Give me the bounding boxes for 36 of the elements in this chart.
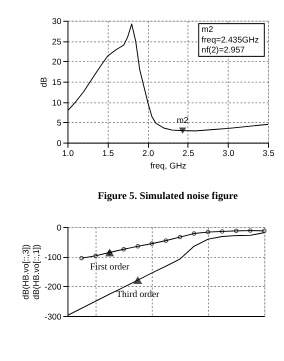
x-axis-title: freq, GHz	[150, 160, 186, 170]
y-tick-label: 15	[52, 76, 62, 87]
point	[136, 244, 140, 248]
caption: Figure 5. Simulated noise figure	[98, 190, 238, 202]
x-tick-label: 1.0	[62, 148, 74, 158]
point	[164, 238, 168, 243]
point	[234, 228, 238, 234]
x-tick-label: 1.5	[102, 148, 114, 158]
point	[178, 234, 182, 240]
point	[248, 228, 252, 233]
x-tick-label: 3.5	[262, 148, 275, 158]
x-tick-label: 3.0	[222, 148, 235, 158]
y-tick-label: 10	[52, 97, 62, 108]
x-tick-label: 2.0	[142, 148, 154, 158]
point	[122, 247, 126, 252]
point	[220, 229, 224, 234]
annotation: First order	[90, 262, 130, 272]
annotation: Third order	[116, 290, 160, 300]
y-tick-label: -200	[44, 282, 62, 292]
y-tick-label: -300	[44, 311, 62, 322]
y-axis-title: dB	[38, 76, 48, 88]
y-tick-label: 30	[52, 16, 62, 26]
y-tick-label: 0	[56, 222, 62, 232]
point	[192, 231, 196, 236]
y-tick-label: 25	[52, 36, 62, 46]
y-axis-title: dB(HB.vo[::,3]) dB(HB.vo[::,1])	[20, 244, 41, 300]
y-tick-label: 20	[52, 56, 62, 67]
annotation: m2 freq=2.435GHz nf(2)=2.957	[202, 24, 259, 55]
point	[93, 254, 98, 258]
y-tick-label: -100	[44, 252, 62, 262]
x-tick-label: 2.5	[182, 148, 194, 158]
annotation: m2	[176, 115, 189, 126]
y-tick-label: 5	[56, 118, 62, 128]
y-tick-label: 0	[56, 138, 62, 148]
point	[150, 241, 154, 246]
point	[206, 230, 210, 234]
